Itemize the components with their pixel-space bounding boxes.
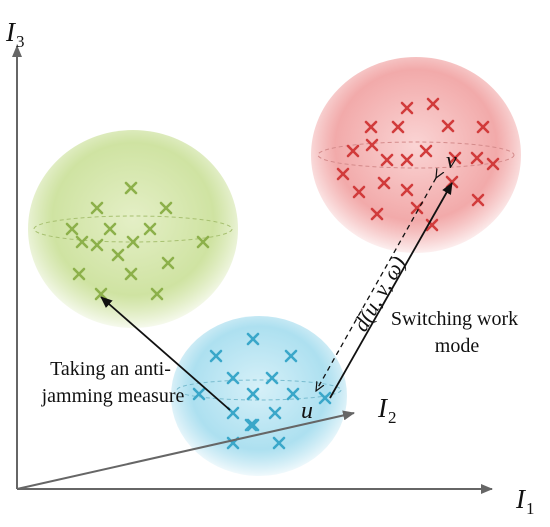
blue-cluster-point (318, 391, 332, 405)
green-cluster-point (90, 238, 104, 252)
red-cluster-equator (317, 141, 515, 169)
green-cluster-point (126, 235, 140, 249)
red-cluster-point (364, 120, 378, 134)
green-cluster-point (150, 287, 164, 301)
red-cluster-point (419, 144, 433, 158)
blue-cluster-points (192, 332, 332, 450)
green-cluster-point (72, 267, 86, 281)
red-cluster-point (471, 193, 485, 207)
axis-label-i2: I2 (377, 393, 397, 427)
point-label-v: v (446, 148, 457, 174)
red-cluster-point (380, 153, 394, 167)
green-cluster-point (196, 235, 210, 249)
red-cluster-point (391, 120, 405, 134)
green-cluster-sphere (28, 130, 238, 328)
blue-cluster-point (209, 349, 223, 363)
blue-cluster-point (284, 349, 298, 363)
green-cluster-point (161, 256, 175, 270)
point-label-u: u (301, 398, 313, 424)
green-cluster-point (103, 222, 117, 236)
blue-cluster-point (246, 387, 260, 401)
red-cluster-point (400, 101, 414, 115)
blue-cluster-point (244, 418, 258, 432)
green-cluster-point (75, 235, 89, 249)
red-cluster-point (400, 153, 414, 167)
blue-cluster-point (246, 332, 260, 346)
annotation-switching-mode: Switching work mode (391, 308, 523, 357)
green-cluster-point (65, 222, 79, 236)
red-cluster-point (426, 97, 440, 111)
arrow-blue-to-green (100, 296, 231, 411)
green-cluster-point (159, 201, 173, 215)
green-cluster-point (124, 267, 138, 281)
green-cluster-point (111, 248, 125, 262)
blue-cluster-point (226, 371, 240, 385)
red-cluster-point (365, 138, 379, 152)
green-cluster-point (90, 201, 104, 215)
red-cluster-point (448, 151, 462, 165)
red-cluster-sphere (311, 57, 521, 253)
blue-cluster-point (246, 418, 260, 432)
blue-cluster-point (272, 436, 286, 450)
axis-label-i3: I3 (5, 17, 25, 51)
red-cluster-point (441, 119, 455, 133)
blue-cluster-point (265, 371, 279, 385)
axis-label-i1: I1 (515, 484, 535, 518)
axis-i2 (16, 410, 355, 490)
red-cluster-point (470, 151, 484, 165)
arrow-distance-dashed (316, 178, 436, 391)
green-cluster-point (143, 222, 157, 236)
blue-cluster-point (192, 387, 206, 401)
green-cluster-point (124, 181, 138, 195)
red-cluster-point (346, 144, 360, 158)
red-cluster-point (486, 157, 500, 171)
blue-cluster-point (268, 406, 282, 420)
annotation-anti-jamming: Taking an anti- jamming measure (41, 358, 185, 407)
green-cluster-points (65, 181, 210, 301)
red-cluster-point (476, 120, 490, 134)
blue-cluster-point (286, 387, 300, 401)
